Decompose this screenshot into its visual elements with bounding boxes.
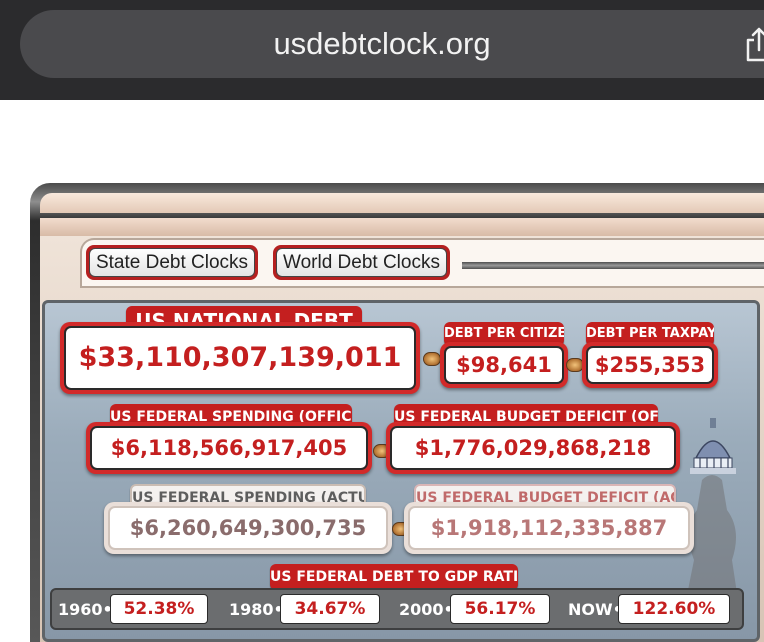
frame-beam [40,193,764,213]
spending-official-display: $6,118,566,917,405 [86,422,372,474]
debt-per-citizen-display: $98,641 [440,342,568,388]
capitol-dome-icon [690,418,736,474]
world-debt-clocks-label: World Debt Clocks [276,248,447,277]
spending-actual-value: $6,260,649,300,735 [108,506,388,550]
spending-official-value: $6,118,566,917,405 [90,426,368,470]
national-debt-value: $33,110,307,139,011 [64,326,416,390]
gdp-ratio-value: 52.38% [110,594,208,624]
gdp-ratio-value: 122.60% [618,594,730,624]
debt-per-taxpayer-value: $255,353 [586,346,714,384]
gdp-ratio-label: US FEDERAL DEBT TO GDP RATIO [270,564,518,590]
gdp-ratio-value: 34.67% [280,594,380,624]
deficit-official-display: $1,776,029,868,218 [386,422,680,474]
gdp-ratio-year: 1980• [229,600,284,619]
deficit-actual-value: $1,918,112,335,887 [408,506,690,550]
url-text[interactable]: usdebtclock.org [273,26,491,61]
deficit-actual-display: $1,918,112,335,887 [404,502,694,554]
spending-actual-display: $6,260,649,300,735 [104,502,392,554]
address-bar[interactable] [20,10,764,78]
share-icon[interactable] [744,26,764,64]
debt-per-taxpayer-display: $255,353 [582,342,718,388]
gdp-ratio-year: 1960• [58,600,113,619]
gdp-ratio-year: NOW• [568,600,623,619]
connector-rivet [423,352,441,366]
national-debt-display: $33,110,307,139,011 [60,322,420,394]
gdp-ratio-year: 2000• [399,600,454,619]
statue-decoration [686,475,738,600]
deficit-official-value: $1,776,029,868,218 [390,426,676,470]
state-debt-clocks-label: State Debt Clocks [89,248,255,277]
state-debt-clocks-button[interactable]: State Debt Clocks [86,245,258,280]
world-debt-clocks-button[interactable]: World Debt Clocks [273,245,450,280]
gdp-ratio-value: 56.17% [450,594,550,624]
frame-beam [40,218,764,236]
debt-per-citizen-value: $98,641 [444,346,564,384]
nav-divider [462,262,764,269]
